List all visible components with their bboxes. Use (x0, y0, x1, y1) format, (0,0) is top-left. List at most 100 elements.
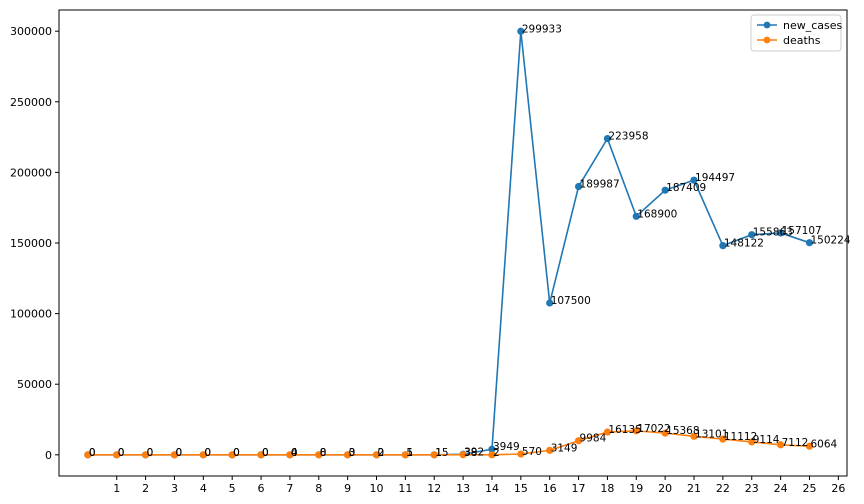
data-point-new_cases (748, 231, 756, 239)
data-point-new_cases (805, 239, 814, 247)
data-point-new_cases (632, 212, 640, 220)
data-point-deaths (748, 438, 756, 446)
data-label-deaths: 0 (378, 447, 385, 459)
x-tick-label: 11 (398, 482, 412, 495)
data-point-new_cases (777, 229, 785, 237)
x-tick-label: 14 (485, 482, 499, 495)
x-tick-label: 16 (543, 482, 557, 495)
x-tick-label: 4 (200, 482, 207, 495)
data-label-deaths: 0 (147, 447, 154, 459)
x-tick-label: 20 (658, 482, 672, 495)
data-point-deaths (401, 451, 409, 459)
data-label-deaths: 0 (262, 447, 269, 459)
data-labels: 0 0 0 0 0 0 0 4 8 3 2 5 15 392 39492999331075001899872… (89, 23, 851, 459)
y-tick-label: 0 (45, 449, 52, 462)
data-point-deaths (574, 437, 583, 445)
data-label-deaths: 17022 (637, 423, 670, 435)
data-point-new_cases (546, 299, 554, 307)
data-label-deaths: 15368 (666, 425, 699, 437)
data-label-new_cases: 3949 (493, 441, 520, 453)
data-point-deaths (257, 451, 265, 459)
data-label-new_cases: 0 (175, 447, 182, 459)
data-label-deaths: 0 (89, 447, 96, 459)
data-label-new_cases: 0 (118, 447, 125, 459)
legend-swatch-marker (763, 36, 771, 44)
x-tick-label: 19 (629, 482, 643, 495)
data-point-deaths (777, 441, 785, 449)
data-point-deaths (170, 451, 179, 459)
data-label-new_cases: 392 (464, 446, 484, 458)
data-label-deaths: 570 (522, 446, 542, 458)
x-tick-label: 9 (344, 482, 351, 495)
data-label-deaths: 38 (464, 447, 477, 459)
x-tick-label: 12 (427, 482, 441, 495)
data-label-deaths: 6064 (810, 438, 837, 450)
plot-area (58, 9, 848, 477)
y-tick-label: 50000 (17, 378, 52, 391)
x-tick-label: 21 (687, 482, 701, 495)
data-label-new_cases: 0 (204, 447, 211, 459)
data-point-deaths (199, 451, 207, 459)
data-label-deaths: 9114 (753, 434, 780, 446)
data-point-deaths (517, 450, 525, 458)
data-label-deaths: 1 (406, 447, 413, 459)
x-tick-label: 5 (229, 482, 236, 495)
x-tick-label: 13 (456, 482, 470, 495)
x-tick-label: 2 (142, 482, 149, 495)
data-label-deaths: 3149 (551, 442, 578, 454)
data-point-new_cases (690, 176, 698, 184)
data-label-new_cases: 223958 (608, 131, 648, 143)
series-layer (84, 27, 814, 459)
data-point-deaths (690, 432, 698, 440)
data-label-new_cases: 0 (262, 447, 269, 459)
data-point-deaths (315, 451, 323, 459)
data-label-deaths: 0 (204, 447, 211, 459)
data-point-deaths (84, 451, 92, 459)
data-label-new_cases: 155863 (753, 227, 793, 239)
legend-label-new_cases: new_cases (783, 19, 843, 32)
legend-box (750, 14, 842, 52)
data-label-new_cases: 168900 (637, 208, 677, 220)
y-tick-label: 100000 (10, 308, 52, 321)
data-point-new_cases (574, 182, 583, 191)
data-label-new_cases: 0 (147, 447, 154, 459)
data-point-deaths (344, 451, 352, 459)
y-axis: 0 50000 100000 150000 200000 250000 300000 (10, 25, 59, 462)
x-tick-label: 25 (802, 482, 816, 495)
data-point-new_cases (603, 134, 612, 143)
data-point-new_cases (719, 242, 727, 250)
data-label-new_cases: 299933 (522, 23, 562, 35)
x-tick-label: 1 (113, 482, 120, 495)
data-label-new_cases: 150224 (810, 235, 850, 247)
data-label-new_cases: 15 (435, 447, 448, 459)
x-tick-label: 3 (171, 482, 178, 495)
data-point-deaths (546, 446, 554, 454)
x-tick-label: 6 (258, 482, 265, 495)
data-label-new_cases: 187409 (666, 182, 706, 194)
data-label-deaths: 2 (493, 447, 500, 459)
data-label-new_cases: 148122 (724, 238, 764, 250)
data-point-deaths (632, 427, 640, 435)
data-label-new_cases: 0 (233, 447, 240, 459)
data-label-new_cases: 8 (320, 447, 327, 459)
data-label-deaths: 13101 (695, 428, 728, 440)
x-tick-label: 15 (514, 482, 528, 495)
data-point-deaths (459, 451, 467, 459)
data-point-deaths (488, 451, 496, 459)
data-label-new_cases: 194497 (695, 172, 735, 184)
x-tick-label: 8 (315, 482, 322, 495)
data-point-deaths (228, 451, 236, 459)
x-tick-label: 26 (831, 482, 845, 495)
data-point-deaths (141, 451, 150, 459)
data-label-deaths: 16135 (608, 424, 641, 436)
data-point-deaths (113, 451, 121, 459)
data-label-new_cases: 4 (291, 447, 298, 459)
y-tick-label: 150000 (10, 237, 52, 250)
data-label-new_cases: 0 (89, 447, 96, 459)
x-axis: 1 2 3 4 5 6 7 8 9 10 11 12 13 14 15 16 17 18 19 20 21 22 23 24 2… (113, 476, 845, 495)
data-label-new_cases: 157107 (782, 225, 822, 237)
legend-swatch-marker (763, 21, 771, 29)
data-label-deaths: 7112 (782, 437, 809, 449)
